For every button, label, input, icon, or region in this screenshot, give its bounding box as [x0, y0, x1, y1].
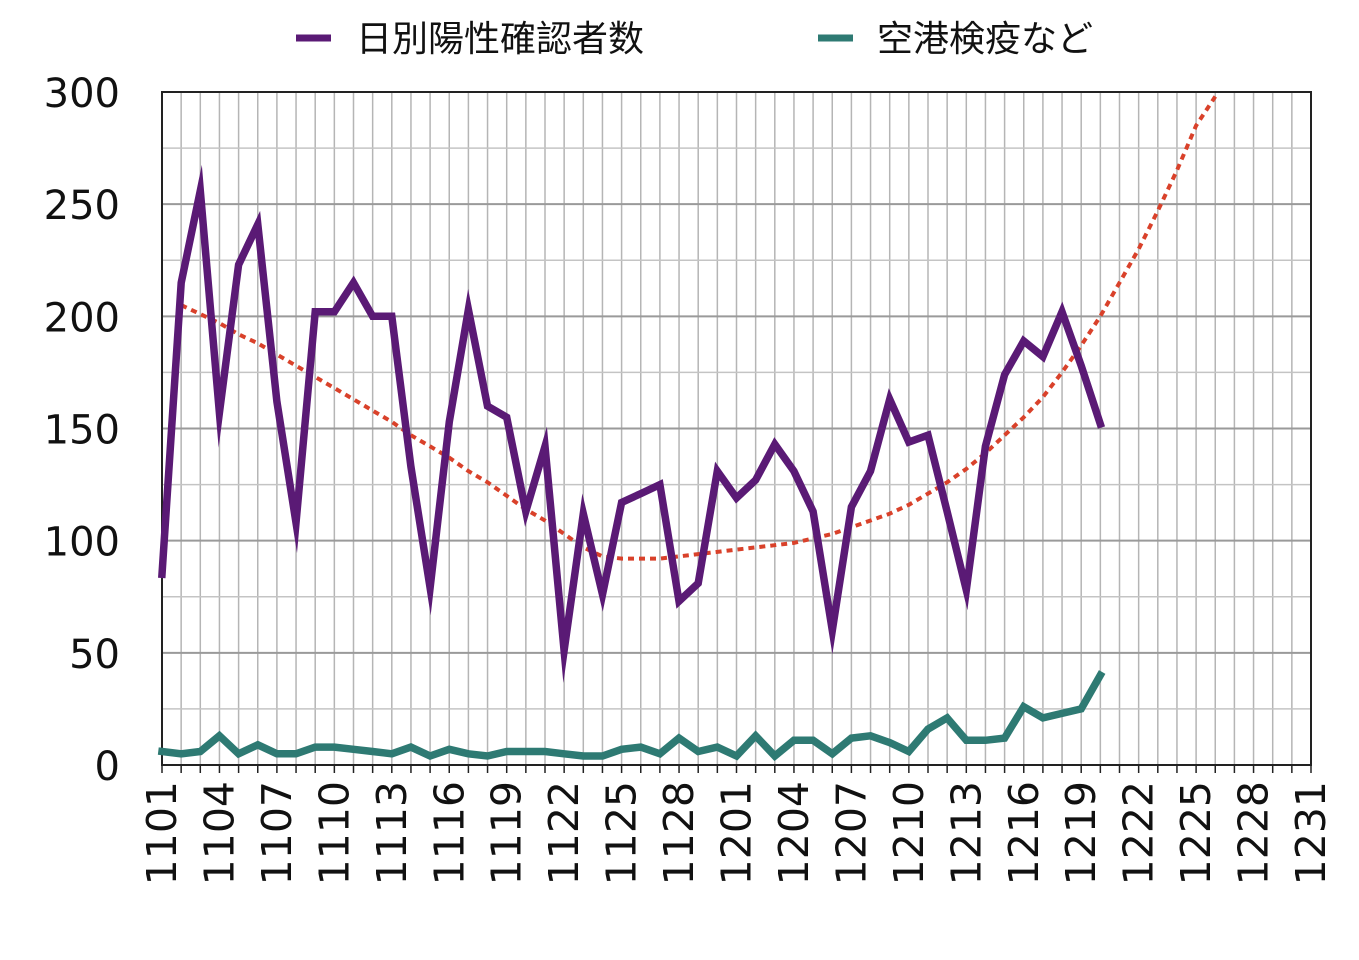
y-tick-label: 150 — [44, 408, 120, 454]
y-tick-label: 200 — [44, 295, 120, 341]
y-tick-label: 250 — [44, 183, 120, 229]
x-tick-label: 1231 — [1287, 781, 1335, 885]
trend-line-dotted — [180, 95, 1217, 561]
x-tick-label: 1101 — [138, 781, 186, 885]
x-axis-ticks: 1101 1104 1107 1110 1113 1116 1119 1122 1125 1128… — [138, 765, 1335, 885]
legend-label: 日別陽性確認者数 — [356, 19, 644, 60]
gridlines — [162, 92, 1311, 765]
x-tick-label: 1228 — [1230, 781, 1278, 885]
y-axis-ticks: 0 50 100 150 200 250 300 — [44, 71, 120, 790]
x-tick-label: 1201 — [713, 781, 761, 885]
x-tick-label: 1225 — [1172, 781, 1220, 885]
x-tick-label: 1216 — [1000, 781, 1048, 885]
x-tick-label: 1219 — [1057, 781, 1105, 885]
y-tick-label: 50 — [69, 632, 120, 678]
legend: 日別陽性確認者数 空港検疫など — [296, 19, 1093, 60]
x-tick-label: 1122 — [540, 781, 588, 885]
x-tick-label: 1213 — [942, 781, 990, 885]
y-tick-label: 0 — [95, 744, 120, 790]
legend-label: 空港検疫など — [877, 19, 1093, 60]
series-lines — [157, 95, 1217, 762]
x-tick-label: 1207 — [827, 781, 875, 885]
x-tick-label: 1110 — [310, 781, 358, 885]
y-tick-label: 100 — [44, 520, 120, 566]
y-tick-label: 300 — [44, 71, 120, 117]
x-tick-label: 1204 — [770, 781, 818, 885]
x-tick-label: 1104 — [195, 781, 243, 885]
x-tick-label: 1116 — [425, 781, 473, 885]
x-tick-label: 1113 — [368, 781, 416, 885]
x-tick-label: 1128 — [655, 781, 703, 885]
x-tick-label: 1107 — [253, 781, 301, 885]
x-tick-label: 1119 — [483, 781, 531, 885]
x-tick-label: 1125 — [598, 781, 646, 885]
x-tick-label: 1210 — [885, 781, 933, 885]
series-line-airport-quarantine — [157, 670, 1106, 762]
x-tick-label: 1222 — [1115, 781, 1163, 885]
series-line-daily-positive — [158, 164, 1106, 683]
